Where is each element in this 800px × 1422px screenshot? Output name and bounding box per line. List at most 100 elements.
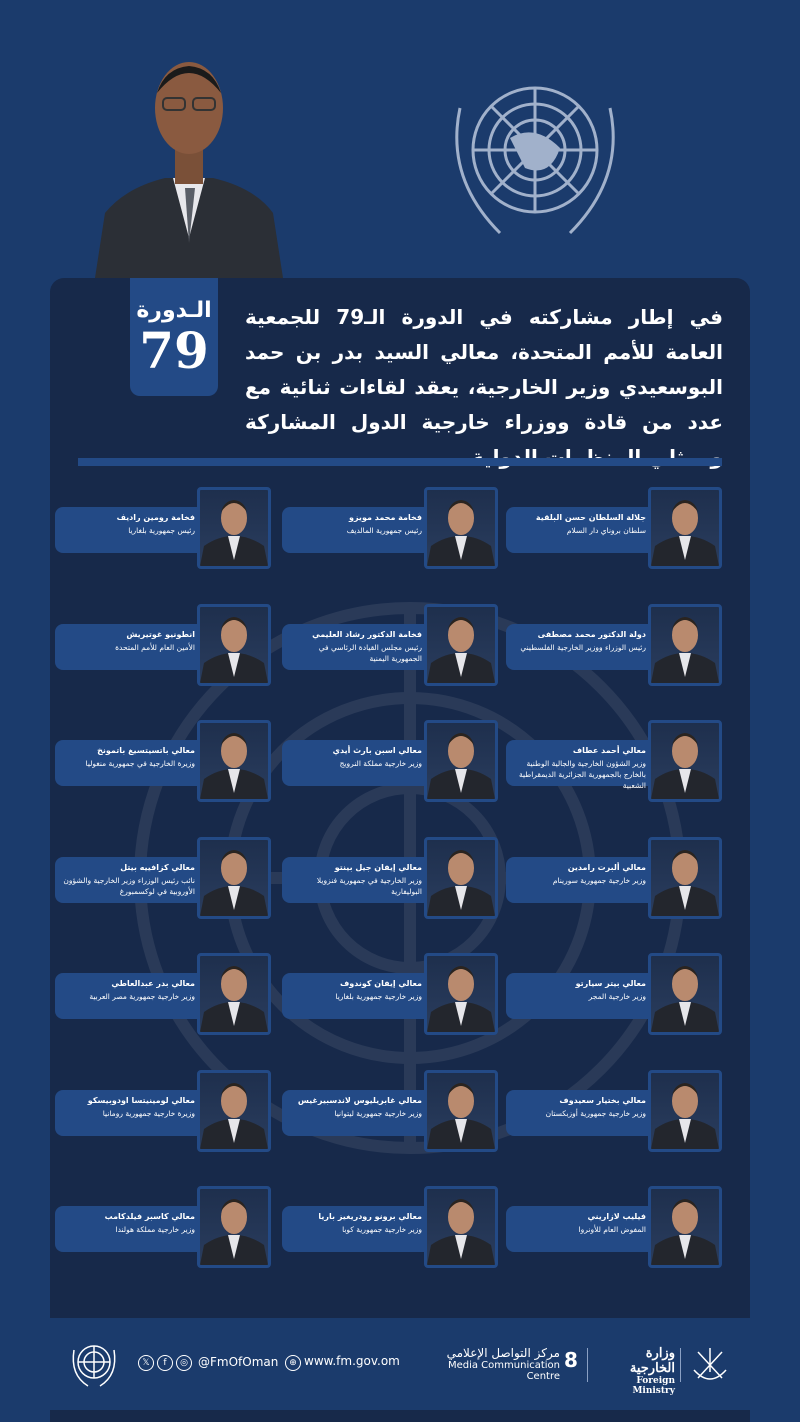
person-card: معالي إيفان جيل بينتو وزير الخارجية في جم… [282,836,498,919]
person-photo [197,603,271,686]
person-label: فخامة رومين راديف رئيس جمهورية بلغاريا [55,507,201,553]
person-role: وزير خارجية جمهورية كوبا [342,1225,422,1234]
person-name: معالي بختيار سعيدوف [559,1095,646,1105]
person-label: دولة الدكتور محمد مصطفى رئيس الوزراء ووزي… [506,623,652,670]
mcc-arabic: مركز التواصل الإعلامي [446,1346,560,1360]
person-name: معالي أحمد عطاف [572,746,646,755]
person-name: معالي لومينيتسا اودوبيسكو [87,1095,195,1105]
person-role: وزير خارجية مملكة هولندا [115,1225,195,1234]
person-name: معالي بيتر سيارتو [575,979,646,988]
intro-text: في إطار مشاركته في الدورة الـ79 للجمعية … [245,305,724,469]
x-icon[interactable]: 𝕏 [138,1355,154,1371]
person-label: معالي بدر عبدالعاطي وزير خارجية جمهورية م… [55,973,201,1019]
person-role: رئيس مجلس القيادة الرئاسي في الجمهورية ا… [318,642,422,663]
footer-divider [587,1348,588,1382]
person-role: نائب رئيس الوزراء وزير الخارجية والشؤون … [63,875,195,896]
person-photo [648,1069,722,1152]
person-photo [424,1186,498,1268]
person-card: معالي بدر عبدالعاطي وزير خارجية جمهورية م… [55,953,271,1035]
person-name: دولة الدكتور محمد مصطفى [537,629,646,639]
website-text: www.fm.gov.om [304,1354,400,1368]
person-role: وزير خارجية مملكة النرويج [339,759,422,768]
person-label: جلالة السلطان حسن البلقية سلطان بروناي دا… [506,507,652,553]
person-name: معالي كاسبر فيلدكامب [104,1212,195,1221]
person-label: فخامة محمد مويزو رئيس جمهورية المالديف [282,507,428,553]
person-photo [648,836,722,919]
person-card: دولة الدكتور محمد مصطفى رئيس الوزراء ووزي… [506,603,722,686]
person-label: معالي إيفان جيل بينتو وزير الخارجية في جم… [282,856,428,903]
person-card: فيليب لازاريني المفوض العام للأونروا [506,1186,722,1268]
person-card: انطونيو غوتيريش الأمين العام للأمم المتحد… [55,603,271,686]
person-name: معالي إيفان كوندوف [339,979,422,988]
person-photo [424,720,498,802]
person-photo [648,953,722,1035]
person-card: فخامة محمد مويزو رئيس جمهورية المالديف [282,487,498,569]
person-role: وزير خارجية جمهورية أوزبكستان [545,1108,646,1118]
person-role: وزيرة الخارجية في جمهورية منغوليا [85,759,195,768]
person-photo [197,836,271,919]
bottom-strip [50,1410,750,1422]
person-photo [424,603,498,686]
person-role: وزير خارجية جمهورية بلغاريا [335,992,422,1001]
instagram-icon[interactable]: ◎ [176,1355,192,1371]
person-name: فخامة محمد مويزو [348,513,422,522]
person-label: معالي اسبن بارث أيدي وزير خارجية مملكة ال… [282,740,428,786]
person-name: فخامة رومين راديف [116,513,195,522]
person-label: معالي بيتر سيارتو وزير خارجية المجر [506,973,652,1019]
person-role: وزير خارجية جمهورية سورينام [552,875,646,885]
person-name: معالي باتسيتسيغ باتمونخ [97,746,195,755]
person-name: معالي اسبن بارث أيدي [332,746,422,755]
social-handle[interactable]: @FmOfOman [198,1355,279,1369]
person-card: معالي بيتر سيارتو وزير خارجية المجر [506,953,722,1035]
person-photo [197,720,271,802]
divider [78,458,722,466]
person-role: الأمين العام للأمم المتحدة [115,642,195,652]
person-role: سلطان بروناي دار السلام [566,526,646,535]
person-name: معالي ألبرت رامدين [567,862,646,872]
person-photo [197,487,271,569]
person-photo [648,1186,722,1268]
person-label: معالي لومينيتسا اودوبيسكو وزيرة خارجية جم… [55,1089,201,1136]
person-card: معالي إيفان كوندوف وزير خارجية جمهورية بل… [282,953,498,1035]
un-logo-icon [72,1345,116,1387]
person-label: معالي غابريليوس لاندسبيرغيس وزير خارجية ج… [282,1089,428,1136]
person-photo [197,1069,271,1152]
session-number: 79 [139,321,209,380]
person-role: رئيس جمهورية المالديف [346,526,422,535]
person-role: وزيرة خارجية جمهورية رومانيا [102,1108,195,1118]
person-name: انطونيو غوتيريش [126,629,195,639]
footer-divider [680,1348,681,1382]
person-name: فخامة الدكتور رشاد العليمي [312,629,422,639]
person-photo [197,1186,271,1268]
un-emblem-icon [455,86,615,235]
person-card: معالي باتسيتسيغ باتمونخ وزيرة الخارجية في… [55,720,271,802]
person-role: وزير خارجية جمهورية ليتوانيا [334,1108,422,1118]
person-label: معالي برونو رودريغيز باريا وزير خارجية جم… [282,1206,428,1252]
person-name: معالي برونو رودريغيز باريا [318,1212,422,1221]
person-card: فخامة الدكتور رشاد العليمي رئيس مجلس القي… [282,603,498,686]
person-card: معالي بختيار سعيدوف وزير خارجية جمهورية أ… [506,1069,722,1152]
person-label: معالي كاسبر فيلدكامب وزير خارجية مملكة هو… [55,1206,201,1252]
mcc-logo: مركز التواصل الإعلامي Media Communicatio… [420,1346,560,1382]
person-photo [648,487,722,569]
person-role: وزير الخارجية في جمهورية فنزويلا البوليف… [316,875,422,896]
person-role: رئيس الوزراء ووزير الخارجية الفلسطيني [520,642,646,652]
person-card: معالي اسبن بارث أيدي وزير خارجية مملكة ال… [282,720,498,802]
person-name: معالي إيفان جيل بينتو [334,862,422,872]
globe-icon: ⊕ [285,1355,301,1371]
person-card: معالي كاسبر فيلدكامب وزير خارجية مملكة هو… [55,1186,271,1268]
person-name: معالي كزافييه بيتل [120,862,195,872]
person-role: المفوض العام للأونروا [578,1225,646,1234]
person-photo [648,720,722,802]
website-link[interactable]: ⊕ www.fm.gov.om [285,1354,400,1371]
facebook-icon[interactable]: f [157,1355,173,1371]
person-label: معالي إيفان كوندوف وزير خارجية جمهورية بل… [282,973,428,1019]
person-name: فيليب لازاريني [587,1212,646,1221]
person-photo [197,953,271,1035]
person-label: انطونيو غوتيريش الأمين العام للأمم المتحد… [55,623,201,670]
person-role: وزير خارجية جمهورية مصر العربية [89,992,195,1001]
person-photo [424,836,498,919]
person-label: معالي ألبرت رامدين وزير خارجية جمهورية سو… [506,856,652,903]
